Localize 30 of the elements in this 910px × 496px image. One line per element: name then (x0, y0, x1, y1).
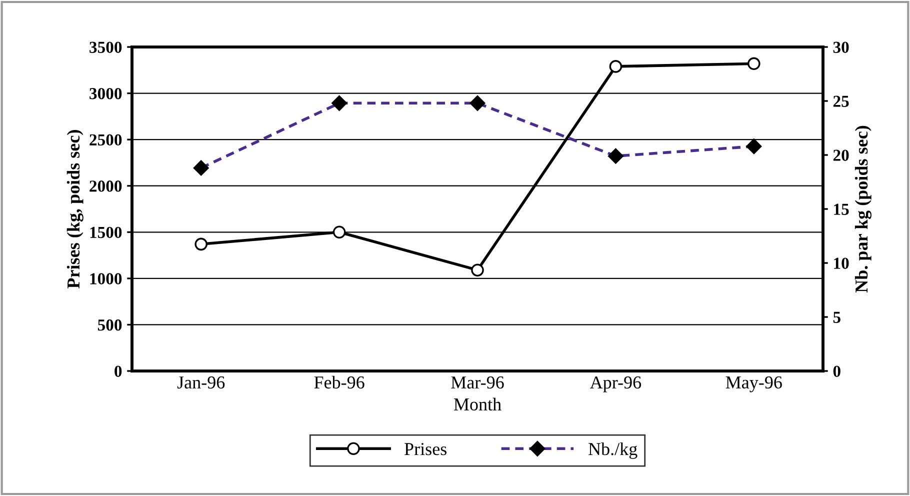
legend-label: Prises (404, 443, 447, 456)
x-tick-label: Apr-96 (590, 376, 642, 392)
point (748, 57, 760, 70)
y-axis-title: Prises (kg, poids sec) (66, 130, 84, 288)
y2-tick-label: 30 (833, 42, 849, 53)
y2-tick-label: 20 (833, 150, 849, 161)
y2-tick-label: 5 (833, 312, 840, 323)
point (471, 264, 484, 276)
x-axis-title: Month (454, 398, 502, 410)
y-tick-label: 1500 (90, 226, 122, 238)
x-tick-label: Mar-96 (451, 376, 504, 389)
y2-tick-label: 25 (833, 96, 849, 107)
legend-label: Nb./kg (588, 442, 638, 459)
x-tick-label: Feb-96 (314, 376, 364, 389)
point (194, 238, 208, 251)
y-tick-label: 3000 (90, 88, 122, 100)
y2-tick-label: 15 (834, 204, 849, 215)
y-tick-label: 2500 (90, 134, 122, 146)
y-tick-label: 1000 (90, 273, 122, 284)
y2-axis-title: Nb. par kg (poids sec) (854, 126, 872, 293)
point (332, 226, 346, 239)
x-tick-label: Jan-96 (177, 376, 225, 389)
y2-tick-label: 0 (833, 366, 840, 377)
y-tick-label: 2000 (90, 180, 122, 192)
y2-tick-label: 10 (834, 258, 849, 269)
x-tick-label: May-96 (726, 376, 782, 392)
y-tick-label: 500 (98, 319, 122, 331)
point (609, 60, 622, 73)
y-tick-label: 3500 (90, 42, 122, 53)
y-tick-label: 0 (114, 366, 122, 377)
